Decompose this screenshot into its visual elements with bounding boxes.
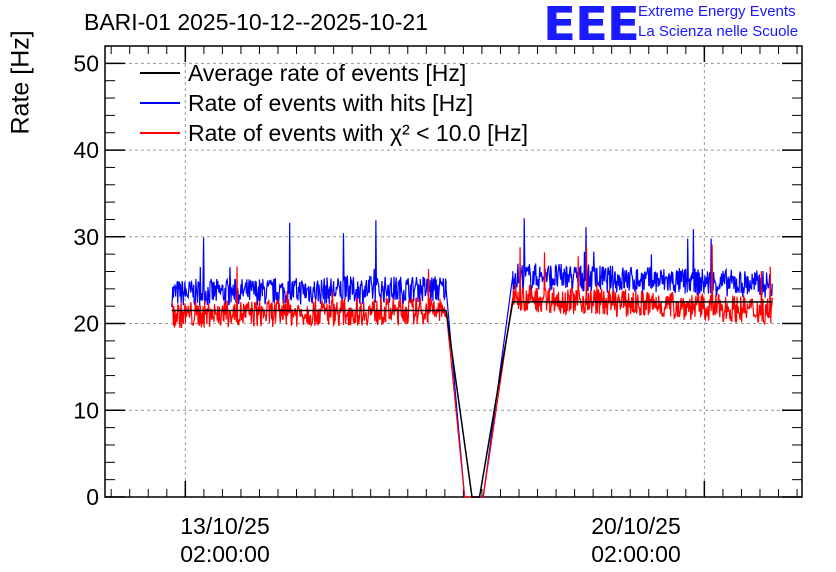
x-tick-time-1: 02:00:00: [180, 541, 270, 567]
x-tick-label-1: 13/10/25 02:00:00: [145, 512, 305, 568]
legend-swatch-average: [140, 72, 180, 74]
logo-caption: Extreme Energy Events La Scienza nelle S…: [638, 2, 798, 42]
x-tick-time-2: 02:00:00: [591, 541, 681, 567]
legend-item-average: Average rate of events [Hz]: [140, 58, 528, 88]
series-line-average: [171, 301, 773, 498]
legend-item-hits: Rate of events with hits [Hz]: [140, 88, 528, 118]
x-tick-date-1: 13/10/25: [180, 513, 270, 539]
legend: Average rate of events [Hz] Rate of even…: [140, 58, 528, 148]
logo-caption-line1: Extreme Energy Events: [638, 3, 796, 20]
logo-caption-line2: La Scienza nelle Scuole: [638, 23, 799, 40]
y-tick-label: 20: [73, 311, 99, 337]
legend-label-hits: Rate of events with hits [Hz]: [188, 89, 474, 116]
x-tick-date-2: 20/10/25: [591, 513, 681, 539]
x-tick-label-2: 20/10/25 02:00:00: [556, 512, 716, 568]
legend-swatch-chi2: [140, 132, 180, 134]
legend-swatch-hits: [140, 102, 180, 104]
legend-item-chi2: Rate of events with χ² < 10.0 [Hz]: [140, 118, 528, 148]
legend-label-chi2: Rate of events with χ² < 10.0 [Hz]: [188, 119, 528, 146]
y-tick-label: 30: [73, 224, 99, 250]
chart-title: BARI-01 2025-10-12--2025-10-21: [84, 9, 428, 35]
eee-logo: EEE: [543, 0, 640, 51]
y-axis-label: Rate [Hz]: [6, 30, 35, 135]
legend-label-average: Average rate of events [Hz]: [188, 59, 467, 86]
y-tick-label: 40: [73, 137, 99, 163]
y-tick-label: 0: [86, 484, 99, 510]
y-tick-label: 50: [73, 50, 99, 76]
y-tick-label: 10: [73, 397, 99, 423]
